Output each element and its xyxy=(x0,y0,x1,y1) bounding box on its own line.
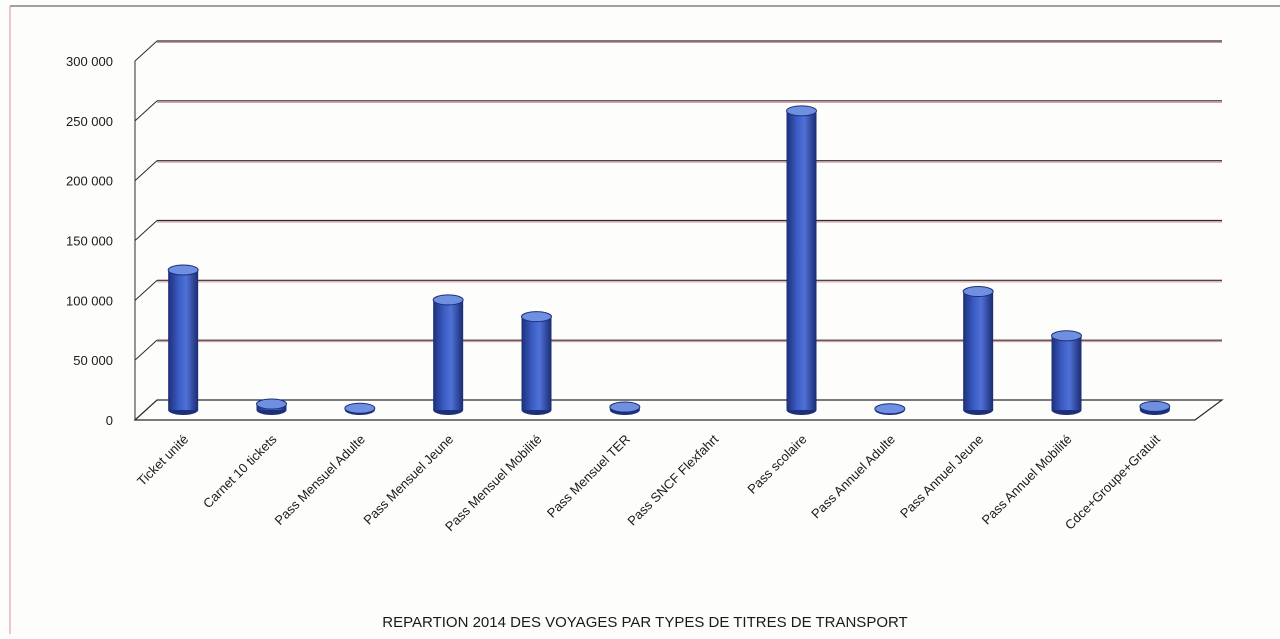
bar-body xyxy=(963,291,994,410)
bar-top xyxy=(874,403,906,415)
bar-top xyxy=(609,401,641,413)
bar-top xyxy=(1051,330,1082,342)
bars xyxy=(167,105,1171,415)
gridline-side xyxy=(134,279,158,301)
x-tick-label: Pass Mensuel Adulte xyxy=(272,432,368,528)
y-tick-label: 50 000 xyxy=(73,353,113,368)
bar xyxy=(1139,400,1171,415)
bar xyxy=(432,294,464,415)
bar xyxy=(256,398,287,415)
x-tick-label: Pass Mensuel TER xyxy=(544,432,633,521)
bar xyxy=(874,403,906,415)
bar xyxy=(167,264,199,415)
y-axis-ticks: 300 000 250 000 200 000 150 000 100 000 50 00… xyxy=(66,54,113,428)
bar xyxy=(786,105,817,415)
x-tick-label: Pass Mensuel Mobilité xyxy=(442,432,545,535)
grid-layer xyxy=(133,40,1224,421)
x-tick-label: Pass SNCF Flexfahrt xyxy=(624,431,721,528)
y-tick-label: 0 xyxy=(106,413,113,428)
bar-body xyxy=(521,316,552,410)
bar xyxy=(344,402,376,415)
y-tick-label: 300 000 xyxy=(66,54,113,69)
bar-top xyxy=(167,264,199,276)
bar xyxy=(962,286,994,415)
x-tick-label: Pass Annuel Mobilité xyxy=(979,432,1075,528)
bar xyxy=(1051,330,1082,415)
bar-top xyxy=(786,105,817,117)
bar-top xyxy=(344,402,376,414)
x-tick-label: Pass Annuel Jeune xyxy=(897,432,986,521)
floor-plane xyxy=(133,399,1224,421)
bar-top xyxy=(521,311,552,323)
gridline-side xyxy=(134,339,158,361)
chart-title: REPARTION 2014 DES VOYAGES PAR TYPES DE … xyxy=(382,614,907,631)
bar xyxy=(521,311,552,415)
bar xyxy=(609,401,641,415)
x-tick-label: Pass scolaire xyxy=(744,432,809,497)
x-tick-label: Ticket unité xyxy=(134,432,191,489)
bar-body xyxy=(433,299,464,410)
gridline-side xyxy=(134,160,158,182)
bar-body xyxy=(786,110,817,410)
gridline-side xyxy=(134,40,158,62)
y-tick-label: 250 000 xyxy=(66,114,113,129)
x-tick-label: Cdce+Groupe+Gratuit xyxy=(1062,431,1163,532)
bar-top xyxy=(256,398,287,410)
bar-body xyxy=(168,269,199,410)
bar-body xyxy=(1051,335,1082,410)
y-tick-label: 150 000 xyxy=(66,234,113,249)
bar-top xyxy=(962,286,994,298)
gridline-side xyxy=(134,220,158,241)
x-tick-label: Pass Mensuel Jeune xyxy=(360,432,456,528)
y-tick-label: 200 000 xyxy=(66,174,113,189)
y-tick-label: 100 000 xyxy=(66,293,113,308)
x-tick-label: Pass Annuel Adulte xyxy=(808,432,898,522)
x-tick-label: Carnet 10 tickets xyxy=(200,431,280,511)
gridline-side xyxy=(134,100,158,122)
bar-top xyxy=(1139,400,1171,412)
bar-top xyxy=(432,294,464,306)
